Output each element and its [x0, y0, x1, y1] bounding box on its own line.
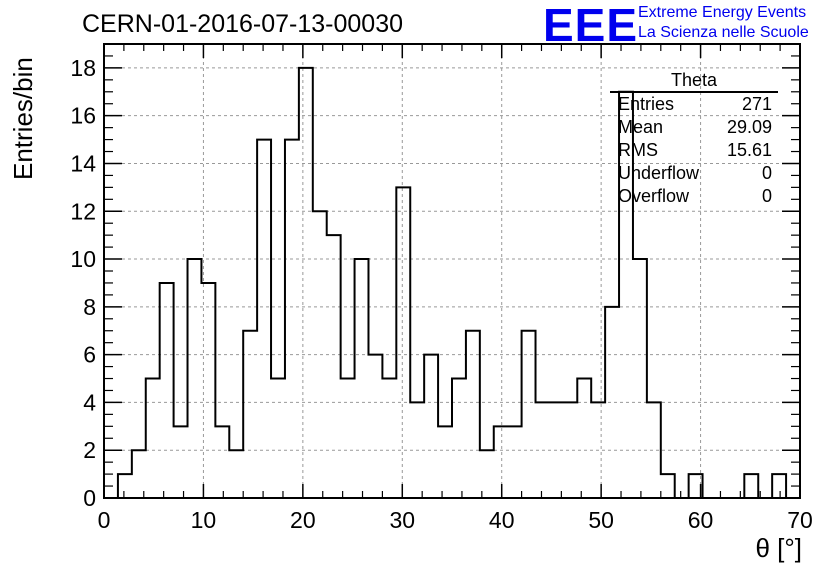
y-tick-label: 12 [70, 198, 96, 224]
stat-label: Underflow [618, 163, 700, 183]
stat-value: 15.61 [726, 140, 772, 160]
stat-label: Entries [618, 94, 675, 114]
y-tick-label: 8 [83, 294, 96, 320]
y-tick-label: 10 [70, 246, 96, 272]
x-tick-label: 10 [191, 507, 217, 533]
y-tick-labels: 0 2 4 6 8 10 12 14 16 18 [70, 55, 96, 511]
logo-text: Extreme Energy Events La Scienza nelle S… [638, 3, 809, 43]
stat-label: RMS [618, 140, 658, 160]
x-axis-label: θ [°] [755, 533, 802, 563]
axis-ticks [103, 43, 801, 499]
x-tick-label: 60 [688, 507, 714, 533]
stat-row-rms: RMS 15.61 [610, 139, 778, 162]
stat-value: 29.09 [726, 117, 772, 137]
x-tick-label: 30 [389, 507, 415, 533]
x-tick-labels: 0 10 20 30 40 50 60 70 [98, 507, 813, 533]
stat-row-underflow: Underflow 0 [610, 162, 778, 185]
stat-row-mean: Mean 29.09 [610, 116, 778, 139]
x-tick-label: 40 [489, 507, 515, 533]
stat-row-entries: Entries 271 [610, 93, 778, 116]
stats-title: Theta [610, 70, 778, 93]
logo-line-2: La Scienza nelle Scuole [638, 24, 809, 41]
y-axis-label: Entries/bin [8, 57, 38, 180]
stat-value: 271 [741, 94, 772, 114]
x-tick-label: 70 [787, 507, 813, 533]
histogram-line [104, 66, 800, 499]
y-tick-label: 16 [70, 103, 96, 129]
eee-logo: EEE [543, 0, 639, 51]
x-tick-label: 20 [290, 507, 316, 533]
chart-title: CERN-01-2016-07-13-00030 [82, 10, 404, 38]
y-tick-label: 0 [83, 485, 96, 511]
logo-line-1: Extreme Energy Events [638, 4, 807, 21]
x-tick-label: 0 [98, 507, 111, 533]
y-tick-label: 18 [70, 55, 96, 81]
y-tick-label: 4 [83, 389, 96, 415]
stat-row-overflow: Overflow 0 [610, 185, 778, 208]
y-tick-label: 6 [83, 342, 96, 368]
stat-value: 0 [761, 186, 772, 206]
stat-label: Overflow [618, 186, 690, 206]
y-tick-label: 2 [83, 437, 96, 463]
y-tick-label: 14 [70, 150, 96, 176]
stat-label: Mean [618, 117, 664, 137]
stat-value: 0 [761, 163, 772, 183]
stats-box: Theta Entries 271 Mean 29.09 RMS 15.61 U… [610, 70, 778, 208]
x-tick-label: 50 [588, 507, 614, 533]
